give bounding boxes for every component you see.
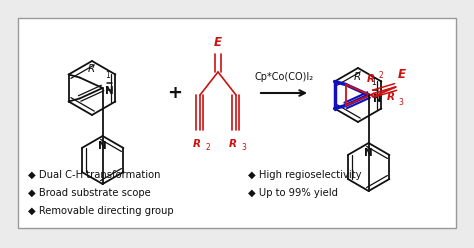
- Text: R: R: [354, 71, 361, 82]
- FancyBboxPatch shape: [18, 18, 456, 228]
- Text: R: R: [229, 139, 237, 149]
- Text: N: N: [373, 94, 382, 104]
- Text: ◆ Broad substrate scope: ◆ Broad substrate scope: [28, 188, 151, 198]
- Text: ◆ Dual C-H transformation: ◆ Dual C-H transformation: [28, 170, 161, 180]
- Text: E: E: [214, 35, 222, 49]
- Text: R: R: [387, 92, 395, 101]
- Text: R: R: [366, 74, 374, 85]
- Text: ◆ Up to 99% yield: ◆ Up to 99% yield: [248, 188, 338, 198]
- Text: Cp*Co(CO)I₂: Cp*Co(CO)I₂: [255, 72, 314, 82]
- Text: N: N: [364, 148, 373, 158]
- Text: ◆ High regioselectivity: ◆ High regioselectivity: [248, 170, 362, 180]
- Text: 1: 1: [372, 78, 376, 87]
- Text: N: N: [98, 141, 107, 151]
- Text: 2: 2: [378, 71, 383, 80]
- Text: 1: 1: [105, 71, 110, 80]
- Text: ◆ Removable directing group: ◆ Removable directing group: [28, 206, 173, 216]
- Text: R: R: [193, 139, 201, 149]
- Text: 3: 3: [398, 98, 403, 107]
- Text: +: +: [167, 84, 182, 102]
- Text: R: R: [88, 64, 95, 74]
- Text: N: N: [105, 86, 113, 96]
- Text: 3: 3: [242, 144, 246, 153]
- Text: E: E: [398, 68, 406, 82]
- Text: 2: 2: [206, 144, 210, 153]
